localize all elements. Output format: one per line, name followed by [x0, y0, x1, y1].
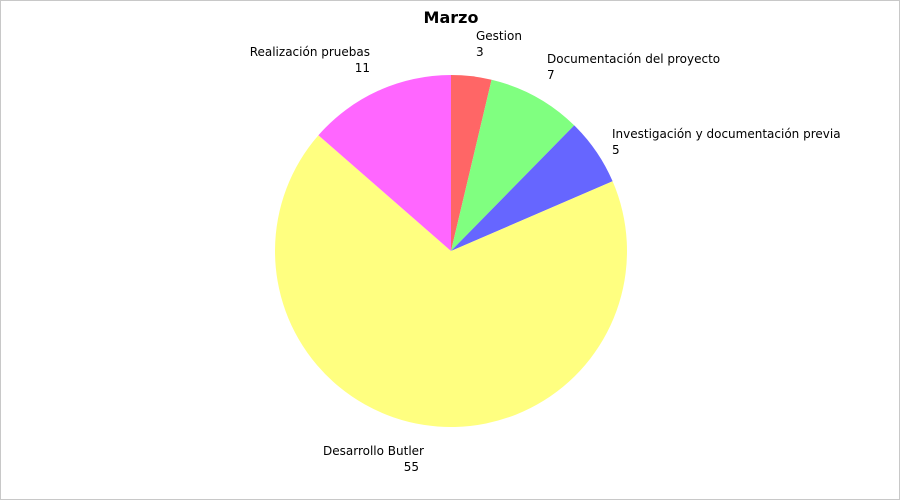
pie-slice-4: [318, 75, 451, 251]
slice-label-2: Investigación y documentación previa: [612, 127, 841, 141]
slice-value-4: 11: [355, 61, 370, 75]
slice-value-3: 55: [404, 460, 419, 474]
pie-slice-2: [451, 125, 613, 251]
slice-label-4: Realización pruebas: [250, 45, 370, 59]
slice-label-0: Gestion: [476, 29, 522, 43]
slice-label-1: Documentación del proyecto: [547, 52, 720, 66]
pie-slice-3: [275, 135, 628, 428]
pie-slice-1: [451, 79, 575, 252]
slice-value-1: 7: [547, 68, 555, 82]
slice-value-0: 3: [476, 45, 484, 59]
slice-label-3: Desarrollo Butler: [323, 444, 424, 458]
slice-value-2: 5: [612, 143, 620, 157]
chart-title: Marzo: [423, 8, 479, 27]
pie-slice-0: [451, 75, 492, 251]
